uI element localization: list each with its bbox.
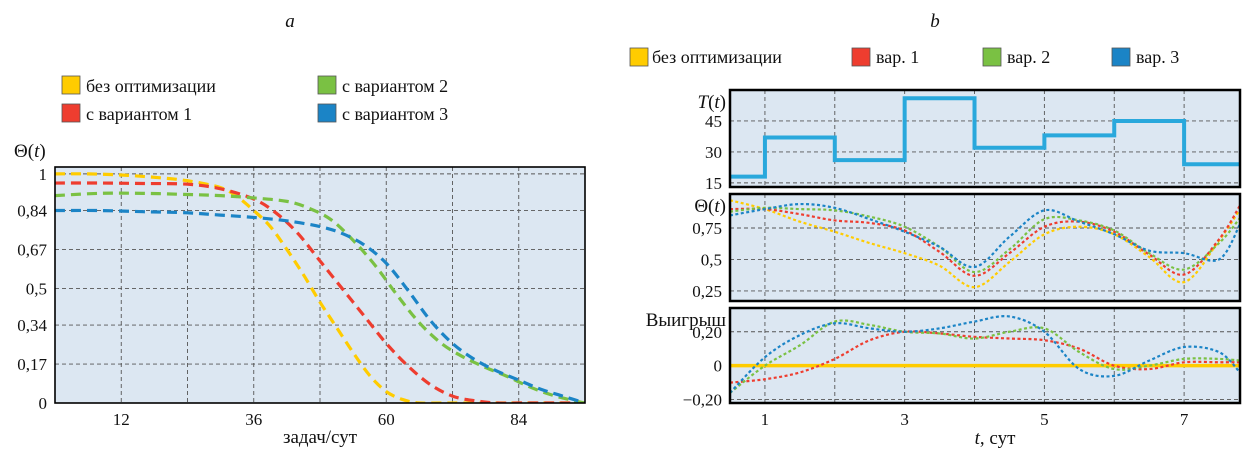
- legend-a-label-4: с вариантом 3: [342, 104, 448, 124]
- y-tick-label: 0,17: [17, 355, 47, 374]
- panel-b-legend: без оптимизации вар. 1 вар. 2 вар. 3: [629, 47, 1179, 67]
- legend-b-label-2: вар. 1: [876, 47, 919, 67]
- series-line-вар.-2: [730, 319, 1240, 394]
- panel-b-xlabel-unit: , сут: [980, 428, 1016, 449]
- y-tick-label: 0: [714, 357, 723, 376]
- legend-a-label-1: без оптимизации: [86, 76, 216, 96]
- legend-swatch-blue: [1111, 47, 1131, 67]
- plot-frame: [728, 192, 1242, 303]
- panel-b-xlabel-var: t: [975, 428, 981, 449]
- plot-frame: [728, 306, 1242, 405]
- legend-b-label-1: без оптимизации: [652, 47, 782, 67]
- series-line-без-оптимизации: [730, 199, 1240, 289]
- y-tick-label: 0,84: [17, 202, 47, 221]
- plot-frame: [728, 88, 1242, 189]
- series-line-с-вариантом-3: [55, 208, 585, 403]
- legend-a-label-3: с вариантом 1: [86, 104, 192, 124]
- y-tick-label: 0,5: [26, 279, 47, 298]
- legend-swatch-blue: [317, 103, 337, 123]
- x-tick-label: 84: [510, 410, 528, 429]
- y-tick-label: 0,34: [17, 316, 47, 335]
- y-axis-label: Θ(t): [14, 141, 46, 162]
- panel-a-letter: a: [285, 11, 295, 32]
- x-tick-label: 36: [245, 410, 262, 429]
- x-tick-label: 1: [761, 410, 770, 429]
- legend-swatch-green: [317, 75, 337, 95]
- y-tick-label: 1: [39, 165, 48, 184]
- legend-b-label-4: вар. 3: [1136, 47, 1179, 67]
- y-tick-label: 0,67: [17, 240, 47, 259]
- plot-area: [730, 308, 1240, 403]
- plot-frame: [54, 166, 586, 404]
- series-line-вар.-1: [730, 204, 1240, 277]
- series-line-с-вариантом-1: [55, 181, 585, 403]
- series-line-вар.-3: [730, 202, 1240, 269]
- series-line-вар.-1: [730, 330, 1240, 384]
- x-tick-label: 5: [1040, 410, 1049, 429]
- series-line-вар.-2: [730, 206, 1240, 274]
- chart-a: 0 0,17 0,34 0,5 0,67 0,84 1 12 36 60 84 Θ(t) задач/с…: [14, 141, 586, 448]
- series-group: [730, 199, 1240, 289]
- chart-b-bottom: −0,20 0 0,20 1 3 5 7 Выигрыш: [646, 306, 1242, 429]
- y-tick-label: 30: [705, 143, 722, 162]
- x-tick-label: 60: [378, 410, 395, 429]
- legend-swatch-yellow: [61, 75, 81, 95]
- y-tick-label: −0,20: [683, 391, 722, 410]
- legend-swatch-red: [61, 103, 81, 123]
- y-tick-label: 15: [705, 174, 722, 193]
- series-group: [55, 172, 585, 403]
- plot-area: [730, 194, 1240, 301]
- series-line-step: [730, 96, 1240, 179]
- charts-layer: 0 0,17 0,34 0,5 0,67 0,84 1 12 36 60 84 Θ(t) задач/с…: [14, 88, 1242, 448]
- panel-a-legend: без оптимизации с вариантом 2 с варианто…: [61, 75, 448, 124]
- y-tick-label: 0,20: [692, 323, 722, 342]
- series-line-без-оптимизации: [55, 172, 585, 403]
- chart-b-top: 15 30 45T(t): [697, 88, 1242, 193]
- x-tick-label: 7: [1180, 410, 1189, 429]
- panel-b-letter: b: [930, 11, 940, 32]
- x-axis-label: задач/сут: [283, 427, 358, 448]
- y-axis-label: Выигрыш: [646, 310, 727, 331]
- chart-b-mid: 0,25 0,5 0,75 Θ(t): [692, 192, 1242, 303]
- series-line-вар.-3: [730, 315, 1240, 394]
- panel-b-xlabel: t, сут: [975, 428, 1016, 449]
- x-tick-label: 3: [900, 410, 909, 429]
- y-tick-label: 45: [705, 112, 722, 131]
- y-tick-label: 0,25: [692, 282, 722, 301]
- series-line-с-вариантом-2: [55, 191, 585, 403]
- y-tick-label: 0: [39, 394, 48, 413]
- y-axis-label: Θ(t): [694, 196, 726, 217]
- series-group: [730, 96, 1240, 179]
- legend-b-label-3: вар. 2: [1007, 47, 1050, 67]
- x-tick-label: 12: [113, 410, 130, 429]
- legend-swatch-red: [851, 47, 871, 67]
- y-tick-label: 0,75: [692, 219, 722, 238]
- legend-swatch-yellow: [629, 47, 649, 67]
- legend-swatch-green: [982, 47, 1002, 67]
- y-axis-label: T(t): [697, 92, 726, 113]
- series-group: [730, 315, 1240, 394]
- y-tick-label: 0,5: [701, 250, 722, 269]
- legend-a-label-2: с вариантом 2: [342, 76, 448, 96]
